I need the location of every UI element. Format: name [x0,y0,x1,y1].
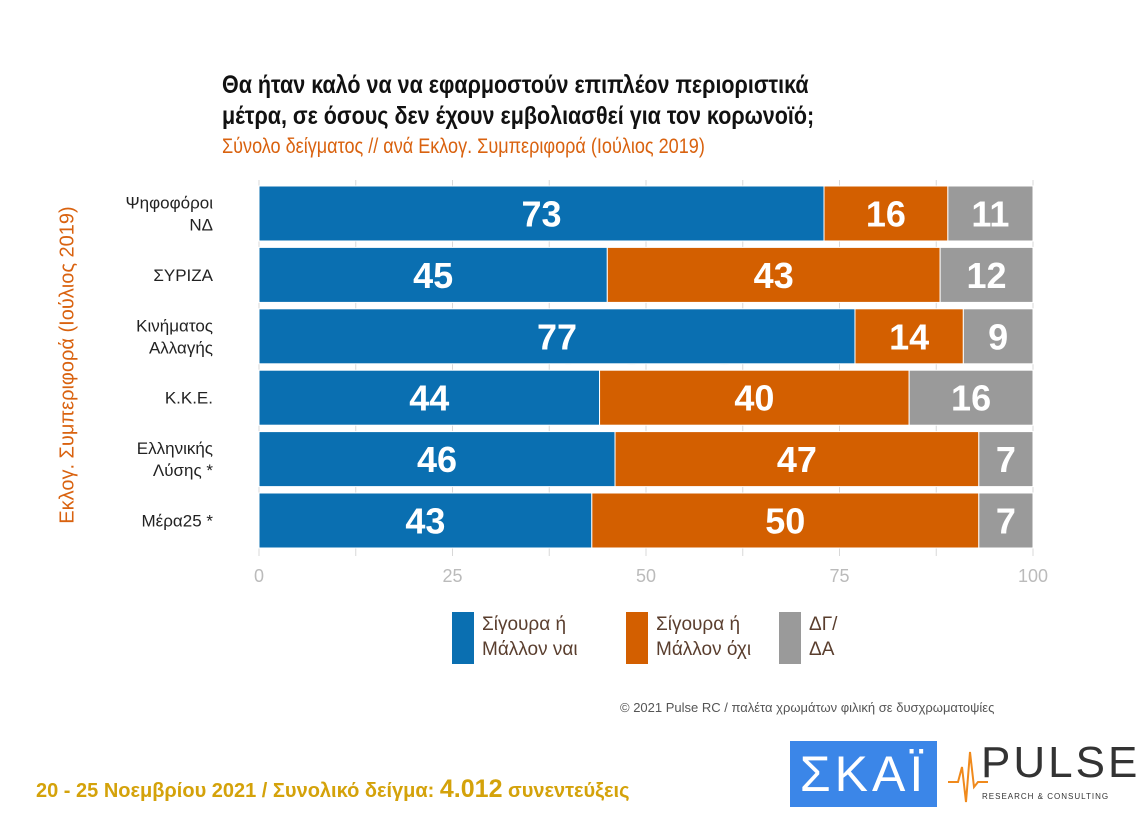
legend-swatch [452,612,474,664]
x-tick-label: 100 [1018,566,1048,586]
footer-note: 20 - 25 Νοεμβρίου 2021 / Συνολικό δείγμα… [36,775,630,804]
data-label: 77 [537,316,577,357]
category-label: Κινήματος [136,316,213,335]
bar-segment [908,369,1034,426]
data-label: 47 [777,439,817,480]
footer-dates: 20 - 25 Νοεμβρίου 2021 / Συνολικό δείγμα… [36,780,435,802]
bar-segment [854,308,964,365]
x-tick-label: 0 [254,566,264,586]
bar-segment [823,185,949,242]
footer-sample: 4.012 [439,775,503,803]
title-line: μέτρα, σε όσους δεν έχουν εμβολιασθεί γι… [222,102,815,130]
data-label: 43 [754,255,794,296]
chart-title: Θα ήταν καλό να να εφαρμοστούν επιπλέον … [222,70,814,132]
bar-segment [599,369,910,426]
x-tick-label: 25 [442,566,462,586]
legend-item: ΔΓ/ΔΑ [779,612,837,664]
bar-segment [978,492,1034,549]
data-label: 73 [521,194,561,235]
bar-chart: 0 25 50 75 100 73 16 11 Ψηφοφόροι ΝΔ 45 43 12 ΣΥΡΙΖΑ 7… [125,180,1048,586]
skai-logo: ΣΚΑΪ [790,741,937,807]
data-label: 43 [405,501,445,542]
data-label: 14 [889,316,929,357]
bar-segment [258,492,593,549]
bar-segment [606,246,941,303]
category-label: Μέρα25 * [142,512,214,531]
legend-label: Σίγουρα ή Μάλλον όχι [656,614,752,660]
legend-item: Σίγουρα ή Μάλλον όχι [626,612,751,664]
chart-subtitle: Σύνολο δείγματος // ανά Εκλογ. Συμπεριφο… [222,135,705,158]
data-label: 40 [734,378,774,419]
category-label: ΝΔ [189,216,213,235]
legend-label: ΔΓ/ΔΑ [809,614,838,660]
bar-segment [258,431,616,488]
bar-segment [258,369,601,426]
data-label: 16 [866,194,906,235]
data-label: 46 [417,439,457,480]
category-label: ΣΥΡΙΖΑ [153,266,213,285]
x-tick-label: 75 [829,566,849,586]
category-label: Αλλαγής [149,338,213,357]
copyright: © 2021 Pulse RC / παλέτα χρωμάτων φιλική… [620,700,995,715]
data-label: 9 [988,316,1008,357]
footer-suffix: συνεντεύξεις [508,780,630,802]
bar-segment [962,308,1034,365]
data-label: 11 [971,194,1009,235]
category-label: Ψηφοφόροι [125,194,213,213]
bar-segment [258,246,608,303]
bar-segment [614,431,980,488]
legend-swatch [779,612,801,664]
data-label: 50 [765,501,805,542]
legend-swatch [626,612,648,664]
bar-segment [939,246,1034,303]
bar-segment [258,308,856,365]
category-label: Λύσης * [153,461,214,480]
data-label: 7 [996,501,1016,542]
bar-segment [947,185,1034,242]
data-label: 16 [951,378,991,419]
category-label: Ελληνικής [137,439,213,458]
category-label: Κ.Κ.Ε. [165,389,213,408]
bar-segment [978,431,1034,488]
legend-label: Σίγουρα ή Μάλλον ναι [482,614,578,660]
pulse-logo: PULSE RESEARCH & CONSULTING [948,738,1136,808]
bar-segment [258,185,825,242]
data-label: 45 [413,255,453,296]
data-label: 12 [967,255,1007,296]
legend-item: Σίγουρα ή Μάλλον ναι [452,612,578,664]
bar-segment [591,492,980,549]
data-label: 7 [996,439,1016,480]
pulse-subtitle: RESEARCH & CONSULTING [982,792,1110,801]
title-line: Θα ήταν καλό να να εφαρμοστούν επιπλέον … [222,71,809,99]
data-label: 44 [409,378,449,419]
x-tick-label: 50 [636,566,656,586]
